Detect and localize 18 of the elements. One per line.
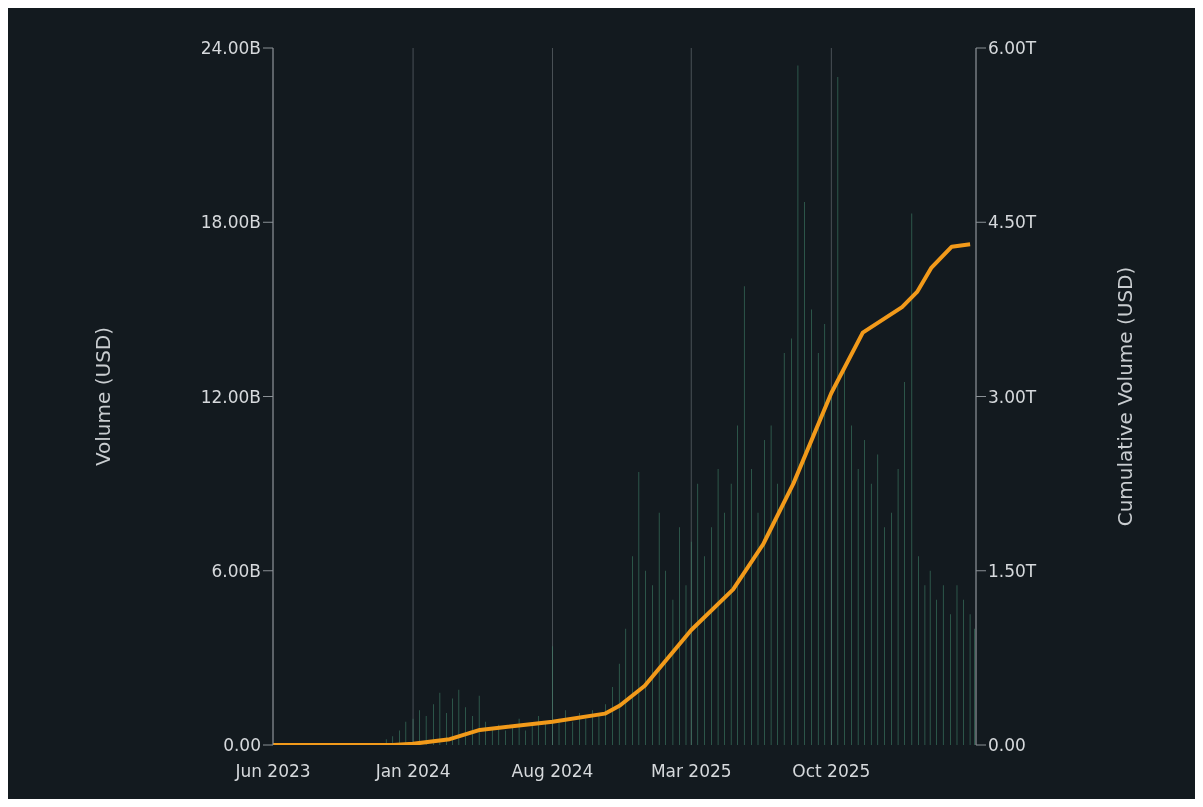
y-tick-label: 24.00B [200, 38, 261, 59]
x-tick-label: Jun 2023 [234, 761, 311, 782]
y-tick-label: 0.00 [223, 735, 261, 756]
y-tick-label: 6.00B [211, 560, 261, 581]
y2-tick-label: 6.00T [988, 38, 1037, 59]
y2-axis-title: Cumulative Volume (USD) [1113, 266, 1138, 527]
y2-tick-label: 0.00 [988, 735, 1026, 756]
x-tick-label: Aug 2024 [511, 761, 594, 782]
y-tick-label: 18.00B [200, 212, 261, 233]
y2-tick-label: 3.00T [988, 386, 1037, 407]
line-series [273, 242, 973, 745]
x-tick-label: Mar 2025 [650, 761, 732, 782]
x-tick-label: Jan 2024 [374, 761, 451, 782]
x-tick-label: Oct 2025 [792, 761, 871, 782]
y2-tick-label: 1.50T [988, 560, 1037, 581]
y-axis-title: Volume (USD) [91, 326, 116, 467]
y2-tick-label: 4.50T [988, 212, 1037, 233]
y-tick-label: 12.00B [200, 386, 261, 407]
